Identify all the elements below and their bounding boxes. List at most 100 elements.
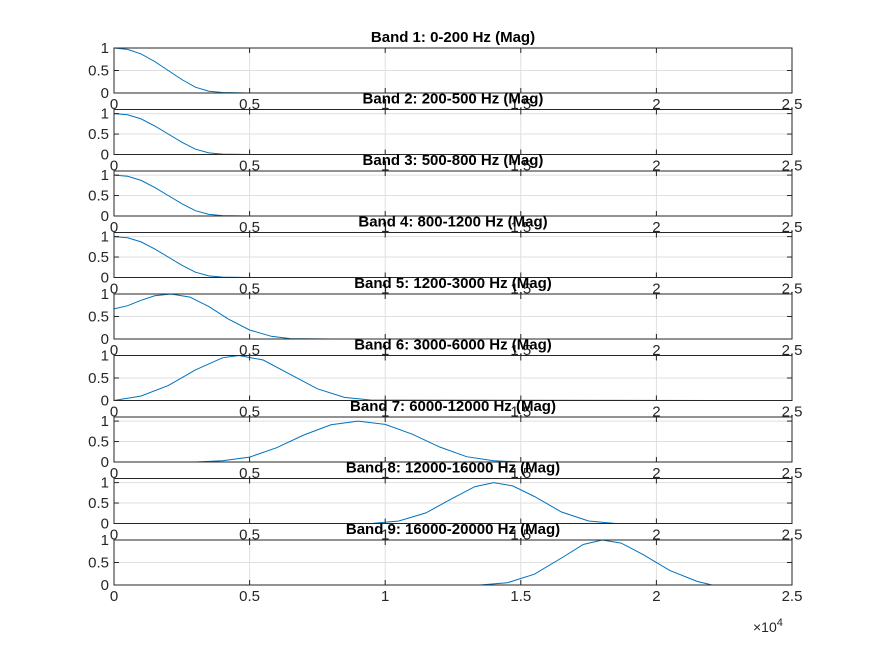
x-tick-label: 2.5 — [782, 96, 803, 113]
axes-border — [113, 232, 793, 278]
x-tick-label: 2 — [652, 342, 660, 359]
x-tick-label: 0 — [110, 527, 118, 544]
series-line-band-6 — [113, 354, 713, 401]
series-line-band-9 — [114, 539, 713, 586]
series-line-band-8 — [114, 482, 712, 524]
x-tick-label: 1.5 — [510, 219, 531, 236]
x-tick-label: 1 — [381, 158, 389, 175]
y-tick-label: 1 — [101, 286, 109, 303]
y-tick-label: 0 — [101, 147, 109, 164]
x-tick-label: 0 — [110, 158, 118, 175]
panel-title: Band 9: 16000-20000 Hz (Mag) — [346, 521, 560, 538]
x-tick-label: 1.5 — [510, 342, 531, 359]
x-tick-label: 2 — [652, 219, 660, 236]
panel-title: Band 3: 500-800 Hz (Mag) — [363, 152, 544, 169]
x-tick-label: 1.5 — [510, 465, 531, 482]
axes-border — [113, 478, 793, 524]
x-tick-label: 0 — [110, 219, 118, 236]
x-tick-label: 2 — [652, 158, 660, 175]
x-tick-label: 1 — [381, 219, 389, 236]
y-tick-label: 1 — [101, 413, 109, 430]
y-tick-label: 1 — [101, 532, 109, 549]
x-tick-label: 0.5 — [239, 465, 260, 482]
panel-title: Band 2: 200-500 Hz (Mag) — [363, 91, 544, 108]
y-tick-label: 1 — [101, 106, 109, 123]
y-tick-label: 1 — [101, 348, 109, 365]
x-tick-label: 0.5 — [239, 404, 260, 421]
y-tick-label: 0.5 — [88, 126, 109, 143]
y-tick-label: 1 — [101, 229, 109, 246]
axes-box — [113, 478, 793, 524]
axes-border — [113, 170, 793, 217]
x-tick-label: 2.5 — [782, 527, 803, 544]
x-tick-label: 2.5 — [782, 219, 803, 236]
x-tick-label: 2.5 — [782, 158, 803, 175]
axes-box — [113, 170, 793, 217]
x-tick-label: 0 — [110, 465, 118, 482]
y-tick-label: 1 — [101, 475, 109, 492]
x-tick-label: 2.5 — [782, 281, 803, 298]
x-tick-label: 0 — [110, 281, 118, 298]
x-tick-label: 0 — [110, 342, 118, 359]
x-tick-label: 0 — [110, 96, 118, 113]
x-tick-label: 1 — [381, 588, 389, 605]
x-tick-label: 0.5 — [239, 96, 260, 113]
x-tick-label: 0.5 — [239, 158, 260, 175]
y-tick-label: 0 — [101, 516, 109, 533]
y-tick-label: 0 — [101, 208, 109, 225]
x-tick-label: 2.5 — [782, 342, 803, 359]
x-tick-label: 0.5 — [239, 527, 260, 544]
x-tick-label: 1.5 — [510, 527, 531, 544]
x-tick-label: 1 — [381, 465, 389, 482]
panel-title: Band 1: 0-200 Hz (Mag) — [371, 29, 535, 46]
x-tick-label: 0.5 — [239, 281, 260, 298]
axes-box — [113, 109, 793, 155]
x-tick-label: 1 — [381, 527, 389, 544]
y-tick-label: 0 — [101, 577, 109, 594]
panel-title: Band 6: 3000-6000 Hz (Mag) — [354, 337, 552, 354]
x-tick-label: 1.5 — [510, 281, 531, 298]
y-tick-label: 0 — [101, 454, 109, 471]
y-tick-label: 0.5 — [88, 370, 109, 387]
x-tick-label: 1.5 — [510, 588, 531, 605]
x-tick-label: 1.5 — [510, 96, 531, 113]
y-tick-label: 0.5 — [88, 188, 109, 205]
y-tick-label: 0.5 — [88, 495, 109, 512]
x-tick-label: 2 — [652, 465, 660, 482]
x-axis-exponent-power: 4 — [777, 617, 783, 629]
panel-title: Band 5: 1200-3000 Hz (Mag) — [354, 275, 552, 292]
x-tick-label: 1.5 — [510, 404, 531, 421]
axes-border — [113, 109, 793, 155]
x-tick-label: 1 — [381, 404, 389, 421]
x-tick-label: 1.5 — [510, 158, 531, 175]
x-tick-label: 2 — [652, 96, 660, 113]
x-tick-label: 0.5 — [239, 219, 260, 236]
y-tick-label: 0.5 — [88, 249, 109, 266]
y-tick-label: 0.5 — [88, 309, 109, 326]
panel-title: Band 4: 800-1200 Hz (Mag) — [358, 214, 547, 231]
y-tick-label: 0.5 — [88, 434, 109, 451]
y-tick-label: 0 — [101, 85, 109, 102]
x-tick-label: 1 — [381, 96, 389, 113]
axes-border — [113, 416, 793, 463]
series-line-band-7 — [114, 420, 712, 463]
y-tick-label: 0.5 — [88, 63, 109, 80]
y-tick-label: 0 — [101, 270, 109, 287]
x-axis-exponent-label: ×104 — [753, 617, 783, 635]
y-tick-label: 0 — [101, 331, 109, 348]
axes-box — [113, 232, 793, 278]
x-tick-label: 2 — [652, 404, 660, 421]
x-tick-label: 2.5 — [782, 588, 803, 605]
panel-title: Band 8: 12000-16000 Hz (Mag) — [346, 460, 560, 477]
x-tick-label: 0.5 — [239, 588, 260, 605]
panel-title: Band 7: 6000-12000 Hz (Mag) — [350, 398, 556, 415]
